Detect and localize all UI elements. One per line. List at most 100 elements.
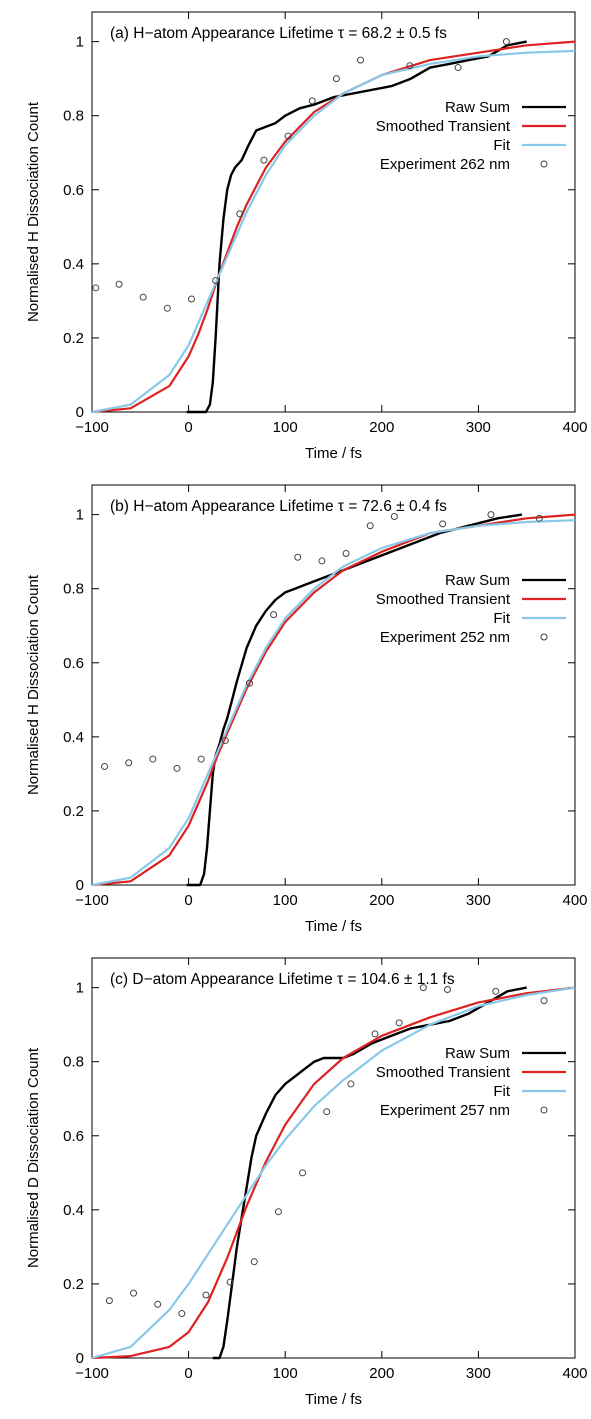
data-point [178, 1310, 186, 1318]
data-point [163, 304, 171, 312]
data-point [454, 64, 462, 72]
series-line-smoothed-transient [91, 986, 576, 1360]
data-point [115, 280, 123, 288]
legend-label-fit: Fit [493, 1083, 510, 1100]
y-tick-label: 0.2 [63, 1276, 84, 1293]
x-tick-label: 0 [184, 892, 192, 909]
legend-label-smoothed-transient: Smoothed Transient [376, 591, 511, 608]
data-point [308, 97, 316, 105]
legend-label-smoothed-transient: Smoothed Transient [376, 118, 511, 135]
data-point [294, 553, 302, 561]
data-point [139, 293, 147, 301]
y-axis-label: Normalised H Dissociation Count [25, 101, 42, 322]
data-point [332, 75, 340, 83]
chart-panel-a: −100 0 100 200 300 400 0 0.2 0.4 0.6 0.8 1 Time / fs… [0, 0, 591, 473]
chart-panel-c: −100 0 100 200 300 400 0 0.2 0.4 0.6 0.8 1 Time / fs… [0, 946, 591, 1419]
chart-title: (a) H−atom Appearance Lifetime τ = 68.2 … [110, 25, 447, 42]
data-point [439, 520, 447, 528]
chart-title: (b) H−atom Appearance Lifetime τ = 72.6 … [110, 498, 447, 515]
x-tick-label: 300 [466, 892, 491, 909]
y-tick-label: 0.4 [63, 1202, 84, 1219]
legend-label-raw-sum: Raw Sum [445, 99, 510, 116]
chart-panel-b: −100 0 100 200 300 400 0 0.2 0.4 0.6 0.8 1 Time / fs… [0, 473, 591, 946]
legend-swatch-experiment-257-nm [540, 1106, 548, 1114]
data-point [540, 997, 548, 1005]
data-point [92, 284, 100, 292]
data-point [395, 1019, 403, 1027]
data-point [202, 1291, 210, 1299]
legend-label-experiment-262-nm: Experiment 262 nm [380, 156, 510, 173]
data-point [274, 1208, 282, 1216]
x-tick-label: 0 [184, 1365, 192, 1382]
data-point [366, 522, 374, 530]
x-axis-label: Time / fs [305, 918, 362, 935]
y-tick-label: 0.8 [63, 108, 84, 125]
y-tick-label: 0.8 [63, 1054, 84, 1071]
legend-label-raw-sum: Raw Sum [445, 572, 510, 589]
legend-label-experiment-252-nm: Experiment 252 nm [380, 629, 510, 646]
y-tick-label: 0.2 [63, 330, 84, 347]
series-line-raw-sum [186, 513, 523, 887]
series-line-smoothed-transient [91, 40, 576, 414]
data-point [371, 1030, 379, 1038]
data-point [270, 611, 278, 619]
series-line-fit [91, 519, 576, 887]
data-point [236, 210, 244, 218]
x-tick-label: 0 [184, 419, 192, 436]
data-point [299, 1169, 307, 1177]
data-point [342, 550, 350, 558]
data-point [492, 987, 500, 995]
data-point [502, 38, 510, 46]
y-tick-label: 0.4 [63, 729, 84, 746]
x-tick-label: 300 [466, 419, 491, 436]
legend-swatch-experiment-252-nm [540, 633, 548, 641]
x-tick-label: 200 [369, 1365, 394, 1382]
data-point [130, 1289, 138, 1297]
legend-label-experiment-257-nm: Experiment 257 nm [380, 1102, 510, 1119]
y-tick-label: 0.6 [63, 655, 84, 672]
plot-frame [91, 484, 576, 886]
x-tick-label: 200 [369, 892, 394, 909]
legend-swatch-experiment-262-nm [540, 160, 548, 168]
data-point [323, 1108, 331, 1116]
y-tick-label: 0.4 [63, 256, 84, 273]
y-tick-label: 0.6 [63, 182, 84, 199]
x-tick-label: −100 [75, 892, 109, 909]
data-point [487, 511, 495, 519]
x-axis-label: Time / fs [305, 445, 362, 462]
data-point [101, 762, 109, 770]
plot-frame [91, 957, 576, 1359]
data-point [250, 1258, 258, 1266]
data-point [125, 759, 133, 767]
x-axis-label: Time / fs [305, 1391, 362, 1408]
data-point [173, 764, 181, 772]
y-tick-label: 0.2 [63, 803, 84, 820]
y-tick-label: 0.6 [63, 1128, 84, 1145]
y-tick-label: 0 [76, 404, 84, 421]
legend-label-raw-sum: Raw Sum [445, 1045, 510, 1062]
data-point [347, 1080, 355, 1088]
x-tick-label: 400 [562, 892, 587, 909]
series-line-raw-sum [212, 986, 527, 1360]
data-point [149, 755, 157, 763]
x-tick-label: 400 [562, 1365, 587, 1382]
x-tick-label: 100 [273, 1365, 298, 1382]
legend-label-fit: Fit [493, 137, 510, 154]
data-point [406, 62, 414, 70]
y-tick-label: 0.8 [63, 581, 84, 598]
data-point [245, 679, 253, 687]
data-point [260, 156, 268, 164]
y-tick-label: 1 [76, 34, 84, 51]
x-tick-label: 100 [273, 892, 298, 909]
series-line-fit [91, 986, 576, 1360]
x-tick-label: −100 [75, 419, 109, 436]
x-tick-label: −100 [75, 1365, 109, 1382]
data-point [212, 277, 220, 285]
x-tick-label: 200 [369, 419, 394, 436]
x-tick-label: 400 [562, 419, 587, 436]
chart-title: (c) D−atom Appearance Lifetime τ = 104.6… [110, 971, 455, 988]
legend-label-fit: Fit [493, 610, 510, 627]
series-line-smoothed-transient [91, 513, 576, 887]
